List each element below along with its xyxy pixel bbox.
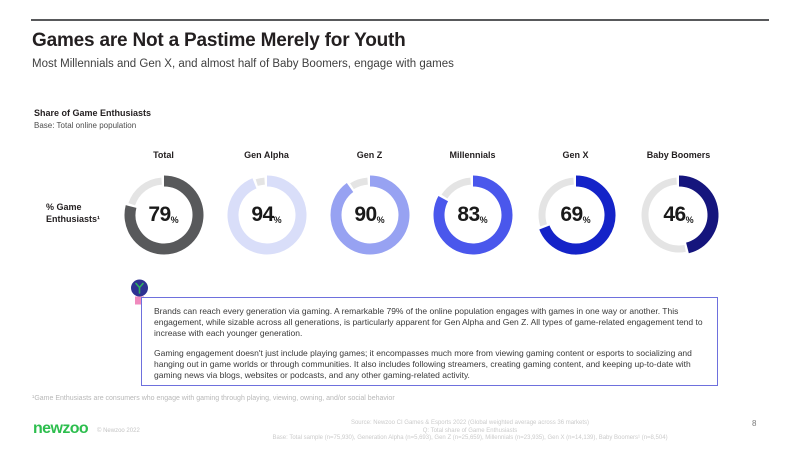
donut-value: 79%	[122, 173, 206, 257]
donut-column-gen-alpha: Gen Alpha 94%	[215, 148, 318, 257]
donut-chart: 90%	[328, 173, 412, 257]
copyright-text: © Newzoo 2022	[97, 428, 140, 434]
newzoo-logo: newzoo	[33, 420, 89, 437]
donut-row: Total 79% Gen Alpha 94% Gen Z 90% Millennials 8…	[112, 148, 730, 257]
generation-label: Baby Boomers	[646, 150, 711, 160]
callout-paragraph-2: Gaming engagement doesn't just include p…	[154, 348, 692, 380]
page-number: 8	[752, 419, 757, 428]
source-line-1: Source: Newzoo CI Games & Esports 2022 (…	[350, 420, 590, 426]
donut-value-unit: %	[479, 214, 488, 225]
donut-chart: 79%	[122, 173, 206, 257]
source-block: Source: Newzoo CI Games & Esports 2022 (…	[220, 420, 720, 443]
donut-value-number: 90	[354, 203, 377, 226]
donut-value-unit: %	[685, 214, 694, 225]
source-line-2: Q: Total share of Game Enthusiasts	[422, 427, 518, 434]
donut-chart: 69%	[534, 173, 618, 257]
chart-base-note: Base: Total online population	[34, 121, 137, 130]
donut-value-unit: %	[273, 214, 282, 225]
donut-value-unit: %	[376, 214, 385, 225]
page-subtitle: Most Millennials and Gen X, and almost h…	[32, 58, 454, 70]
generation-label: Total	[153, 150, 174, 160]
donut-value-number: 46	[663, 203, 686, 226]
donut-value: 46%	[637, 173, 721, 257]
generation-label: Millennials	[449, 150, 496, 160]
donut-value-number: 79	[148, 203, 171, 226]
donut-value: 90%	[328, 173, 412, 257]
generation-label: Gen Z	[356, 150, 383, 160]
donut-value-number: 69	[560, 203, 583, 226]
generation-label: Gen X	[562, 150, 589, 160]
donut-column-gen-z: Gen Z 90%	[318, 148, 421, 257]
donut-column-baby-boomers: Baby Boomers 46%	[627, 148, 730, 257]
footnote: ¹Game Enthusiasts are consumers who enga…	[32, 395, 395, 402]
generation-label: Gen Alpha	[244, 150, 289, 160]
callout-paragraph-1: Brands can reach every generation via ga…	[154, 306, 703, 338]
donut-value-number: 94	[251, 203, 274, 226]
lightbulb-icon	[131, 279, 148, 305]
donut-chart: 94%	[225, 173, 309, 257]
donut-value: 69%	[534, 173, 618, 257]
source-line-3: Base: Total sample (n=75,930), Generatio…	[272, 435, 668, 441]
donut-chart: 46%	[637, 173, 721, 257]
donut-column-total: Total 79%	[112, 148, 215, 257]
donut-column-millennials: Millennials 83%	[421, 148, 524, 257]
callout-box: Brands can reach every generation via ga…	[141, 297, 718, 386]
donut-chart: 83%	[431, 173, 515, 257]
donut-value-unit: %	[582, 214, 591, 225]
chart-title: Share of Game Enthusiasts	[34, 108, 152, 118]
donut-value-number: 83	[457, 203, 480, 226]
donut-value: 83%	[431, 173, 515, 257]
metric-row-label: % Game Enthusiasts¹	[46, 202, 101, 224]
top-rule	[31, 19, 769, 21]
donut-value: 94%	[225, 173, 309, 257]
donut-value-unit: %	[170, 214, 179, 225]
page-title: Games are Not a Pastime Merely for Youth	[32, 30, 406, 51]
donut-column-gen-x: Gen X 69%	[524, 148, 627, 257]
